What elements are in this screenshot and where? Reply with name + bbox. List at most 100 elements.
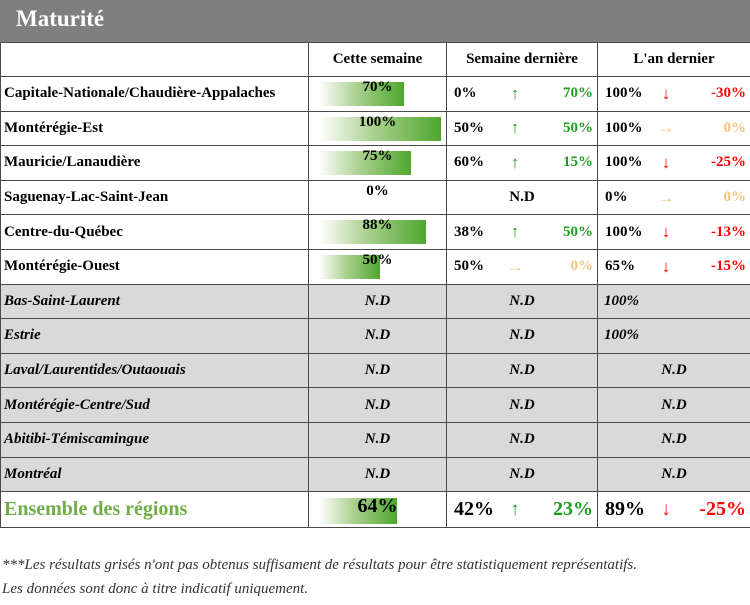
progress-fill	[319, 82, 405, 106]
table-row: Saguenay-Lac-Saint-Jean 0% N.D 0% → 0%	[0, 179, 750, 216]
progress-bar	[319, 498, 441, 525]
title-bar: Maturité	[0, 0, 750, 42]
arrow-right-icon: →	[506, 256, 524, 276]
last-year-delta: 0%	[723, 119, 747, 136]
last-week-value: 50%	[454, 119, 484, 136]
region-name: Laval/Laurentides/Outaouais	[0, 352, 309, 389]
region-name: Estrie	[0, 318, 309, 354]
last-week-cell: N.D	[446, 456, 598, 493]
this-week-cell: 100%	[308, 110, 447, 147]
last-week-cell: N.D	[446, 352, 598, 389]
last-week-cell: N.D	[446, 318, 598, 354]
last-week-value: 38%	[454, 223, 484, 240]
arrow-up-icon: ↑	[510, 152, 520, 172]
this-week-cell: N.D	[308, 456, 447, 493]
region-name: Bas-Saint-Laurent	[0, 283, 309, 320]
total-name: Ensemble des régions	[0, 491, 309, 529]
this-week-cell: 0%	[308, 179, 447, 216]
arrow-up-icon: ↑	[510, 118, 520, 138]
last-week-cell: 60% ↑ 15%	[446, 145, 598, 181]
total-last-week-value: 42%	[454, 498, 494, 521]
last-week-cell: 50% ↑ 50%	[446, 110, 598, 147]
table-row-grey: Montréal N.D N.D N.D	[0, 456, 750, 493]
region-name: Mauricie/Lanaudière	[0, 145, 309, 181]
region-name: Centre-du-Québec	[0, 214, 309, 250]
arrow-up-icon: ↑	[510, 222, 520, 242]
this-week-cell: 75%	[308, 145, 447, 181]
progress-bar	[319, 151, 441, 176]
page-title: Maturité	[16, 6, 105, 31]
total-last-year-cell: 89% ↓ -25%	[597, 491, 750, 529]
last-year-value: 100%	[605, 85, 643, 102]
last-year-value: 100%	[605, 154, 643, 171]
progress-fill	[319, 498, 398, 525]
last-week-cell: 50% → 0%	[446, 248, 598, 285]
this-week-value: 88%	[362, 217, 393, 234]
progress-fill	[319, 254, 380, 279]
region-name: Montérégie-Est	[0, 110, 309, 147]
last-week-delta: 70%	[563, 85, 593, 102]
last-year-cell: 100%	[597, 283, 750, 320]
last-week-cell: N.D	[446, 421, 598, 458]
last-week-delta: 0%	[570, 258, 594, 275]
last-week-value: 0%	[454, 85, 477, 102]
last-week-delta: 15%	[563, 154, 593, 171]
last-year-value: 0%	[605, 189, 628, 206]
progress-bar	[319, 82, 441, 106]
maturity-table: Cette semaine Semaine dernière L'an dern…	[0, 42, 750, 529]
last-year-delta: 0%	[723, 189, 747, 206]
last-year-delta: -15%	[711, 258, 746, 275]
last-year-delta: -13%	[711, 223, 746, 240]
last-year-value: 100%	[605, 223, 643, 240]
this-week-value: 100%	[358, 113, 397, 130]
last-week-value: 60%	[454, 154, 484, 171]
progress-fill	[319, 220, 427, 245]
last-year-cell: 100%	[597, 318, 750, 354]
last-week-delta: 50%	[563, 223, 593, 240]
header-last-week: Semaine dernière	[446, 42, 598, 77]
table-row-grey: Bas-Saint-Laurent N.D N.D 100%	[0, 283, 750, 320]
progress-bar	[319, 116, 441, 141]
this-week-value: 0%	[366, 182, 389, 199]
last-year-cell: N.D	[597, 352, 750, 389]
last-year-cell: 100% → 0%	[597, 110, 750, 147]
progress-bar	[319, 220, 441, 245]
this-week-cell: 88%	[308, 214, 447, 250]
last-year-cell: N.D	[597, 421, 750, 458]
this-week-cell: N.D	[308, 387, 447, 423]
last-year-cell: 100% ↓ -30%	[597, 76, 750, 112]
region-name: Montérégie-Centre/Sud	[0, 387, 309, 423]
arrow-up-icon: ↑	[510, 83, 520, 103]
footnote-line-2: Les données sont donc à titre indicatif …	[2, 581, 309, 597]
last-week-delta: 50%	[563, 119, 593, 136]
table-row-grey: Montérégie-Centre/Sud N.D N.D N.D	[0, 387, 750, 423]
table-row: Montérégie-Ouest 50% 50% → 0% 65% ↓ -15%	[0, 248, 750, 285]
total-last-year-value: 89%	[605, 498, 645, 521]
arrow-down-icon: ↓	[661, 83, 671, 103]
table-row-grey: Abitibi-Témiscamingue N.D N.D N.D	[0, 421, 750, 458]
arrow-down-icon: ↓	[661, 222, 671, 242]
last-week-cell: 0% ↑ 70%	[446, 76, 598, 112]
this-week-cell: 70%	[308, 76, 447, 112]
region-name: Montréal	[0, 456, 309, 493]
header-region	[0, 42, 309, 77]
arrow-right-icon: →	[657, 187, 675, 207]
last-week-cell: 38% ↑ 50%	[446, 214, 598, 250]
progress-fill	[319, 116, 441, 141]
header-row: Cette semaine Semaine dernière L'an dern…	[0, 42, 750, 77]
this-week-cell: 50%	[308, 248, 447, 285]
this-week-value: 50%	[362, 251, 393, 268]
total-row: Ensemble des régions 64% 42% ↑ 23% 89% ↓ -25%	[0, 491, 750, 529]
header-this-week: Cette semaine	[308, 42, 447, 77]
header-last-year: L'an dernier	[597, 42, 750, 77]
last-week-cell: N.D	[446, 179, 598, 216]
this-week-value: 75%	[362, 148, 393, 165]
table-row: Centre-du-Québec 88% 38% ↑ 50% 100% ↓ -13%	[0, 214, 750, 250]
table-row-grey: Laval/Laurentides/Outaouais N.D N.D N.D	[0, 352, 750, 389]
table-row: Montérégie-Est 100% 50% ↑ 50% 100% → 0%	[0, 110, 750, 147]
last-year-cell: 100% ↓ -25%	[597, 145, 750, 181]
arrow-down-icon: ↓	[661, 152, 671, 172]
last-week-cell: N.D	[446, 283, 598, 320]
this-week-cell: 64%	[308, 491, 447, 529]
footnote-line-1: ***Les résultats grisés n'ont pas obtenu…	[2, 557, 638, 573]
